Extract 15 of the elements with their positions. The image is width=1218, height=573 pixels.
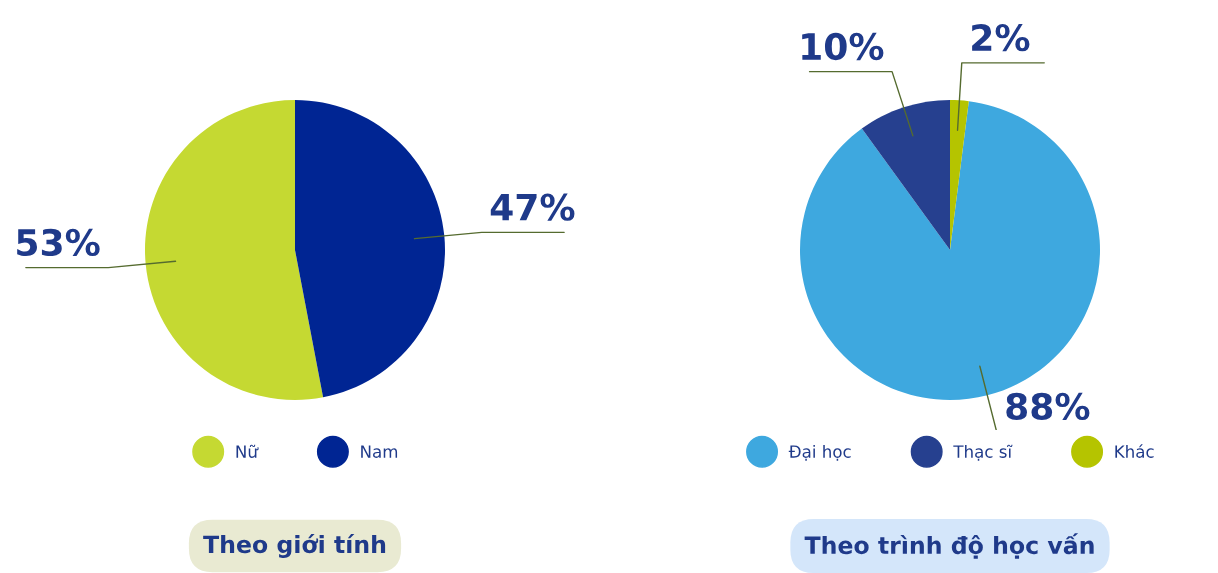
data-label: 47%: [490, 193, 575, 221]
data-label: 88%: [1006, 392, 1090, 421]
legend-label: Đại học: [788, 444, 851, 461]
pie-slice: [295, 99, 445, 398]
pie-slice: [861, 99, 950, 250]
data-label: 10%: [802, 32, 884, 61]
legend-label: Khác: [1115, 444, 1154, 458]
text: Theo giới tính: [203, 534, 386, 558]
legend-label: Thạc sĩ: [953, 444, 1013, 461]
pie-slice: [145, 99, 324, 400]
data-label: 53%: [17, 228, 100, 257]
legend-label: Nữ: [236, 444, 259, 458]
data-label: 2%: [972, 24, 1030, 52]
text: Theo trình độ học vấn: [804, 533, 1094, 559]
legend-label: Nam: [361, 445, 398, 458]
